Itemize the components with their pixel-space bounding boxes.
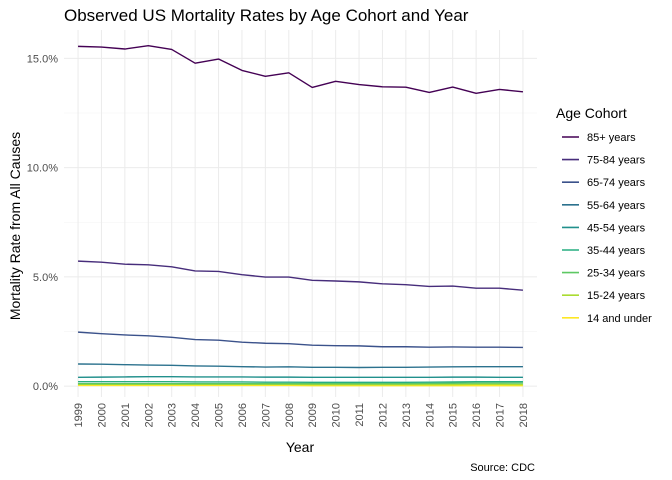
grid bbox=[64, 30, 537, 397]
y-axis-title: Mortality Rate from All Causes bbox=[7, 132, 23, 320]
x-tick-label: 2008 bbox=[284, 403, 296, 427]
x-tick-label: 2014 bbox=[424, 403, 436, 427]
x-tick-label: 2007 bbox=[260, 403, 272, 427]
chart-title: Observed US Mortality Rates by Age Cohor… bbox=[64, 6, 469, 25]
legend-items: 85+ years 75-84 years 65-74 years 55-64 yea… bbox=[562, 132, 652, 325]
y-tick-label: 10.0% bbox=[27, 163, 58, 175]
series-lines bbox=[78, 45, 524, 387]
x-tick-labels: 1999 2000 2001 2002 2003 2004 2005 2006 2007 2008… bbox=[73, 403, 530, 427]
legend-label-35-44-years: 35-44 years bbox=[587, 245, 646, 257]
legend-label-14-and-under: 14 and under bbox=[587, 313, 652, 325]
legend-label-25-34-years: 25-34 years bbox=[587, 268, 646, 280]
y-tick-labels: 0.0% 5.0% 10.0% 15.0% bbox=[27, 53, 58, 393]
x-tick-label: 2012 bbox=[377, 403, 389, 427]
legend-label-45-54-years: 45-54 years bbox=[587, 222, 646, 234]
legend-title: Age Cohort bbox=[556, 105, 627, 121]
x-tick-label: 2015 bbox=[448, 403, 460, 427]
x-tick-label: 2017 bbox=[495, 403, 507, 427]
legend-label-65-74-years: 65-74 years bbox=[587, 177, 646, 189]
x-tick-label: 2018 bbox=[518, 403, 530, 427]
x-axis-title: Year bbox=[286, 439, 315, 455]
x-tick-label: 2009 bbox=[307, 403, 319, 427]
y-tick-label: 15.0% bbox=[27, 53, 58, 65]
legend-label-15-24-years: 15-24 years bbox=[587, 290, 646, 302]
legend-label-55-64-years: 55-64 years bbox=[587, 200, 646, 212]
series-line-25-34-years bbox=[78, 382, 523, 385]
x-tick-label: 2002 bbox=[143, 403, 155, 427]
series-line-45-54-years bbox=[78, 375, 523, 379]
series-line-35-44-years bbox=[78, 381, 523, 384]
series-line-55-64-years bbox=[78, 363, 523, 369]
y-tick-label: 5.0% bbox=[33, 272, 58, 284]
x-tick-label: 1999 bbox=[73, 403, 85, 427]
x-tick-label: 2006 bbox=[237, 403, 249, 427]
series-line-85-years bbox=[78, 45, 524, 95]
legend-label-75-84-years: 75-84 years bbox=[587, 155, 646, 167]
x-tick-label: 2011 bbox=[354, 403, 366, 427]
series-line-75-84-years bbox=[78, 260, 524, 291]
x-tick-label: 2005 bbox=[214, 403, 226, 427]
legend: Age Cohort 85+ years 75-84 years 65-74 yea… bbox=[556, 105, 652, 325]
x-tick-label: 2013 bbox=[401, 403, 413, 427]
x-tick-label: 2004 bbox=[190, 403, 202, 427]
source-caption: Source: CDC bbox=[470, 462, 535, 474]
y-tick-label: 0.0% bbox=[33, 381, 58, 393]
x-tick-label: 2010 bbox=[331, 403, 343, 427]
x-tick-label: 2000 bbox=[96, 403, 108, 427]
x-tick-label: 2016 bbox=[471, 403, 483, 427]
legend-label-85-years: 85+ years bbox=[587, 132, 636, 144]
x-tick-label: 2003 bbox=[167, 403, 179, 427]
series-line-65-74-years bbox=[78, 331, 523, 349]
x-tick-label: 2001 bbox=[120, 403, 132, 427]
